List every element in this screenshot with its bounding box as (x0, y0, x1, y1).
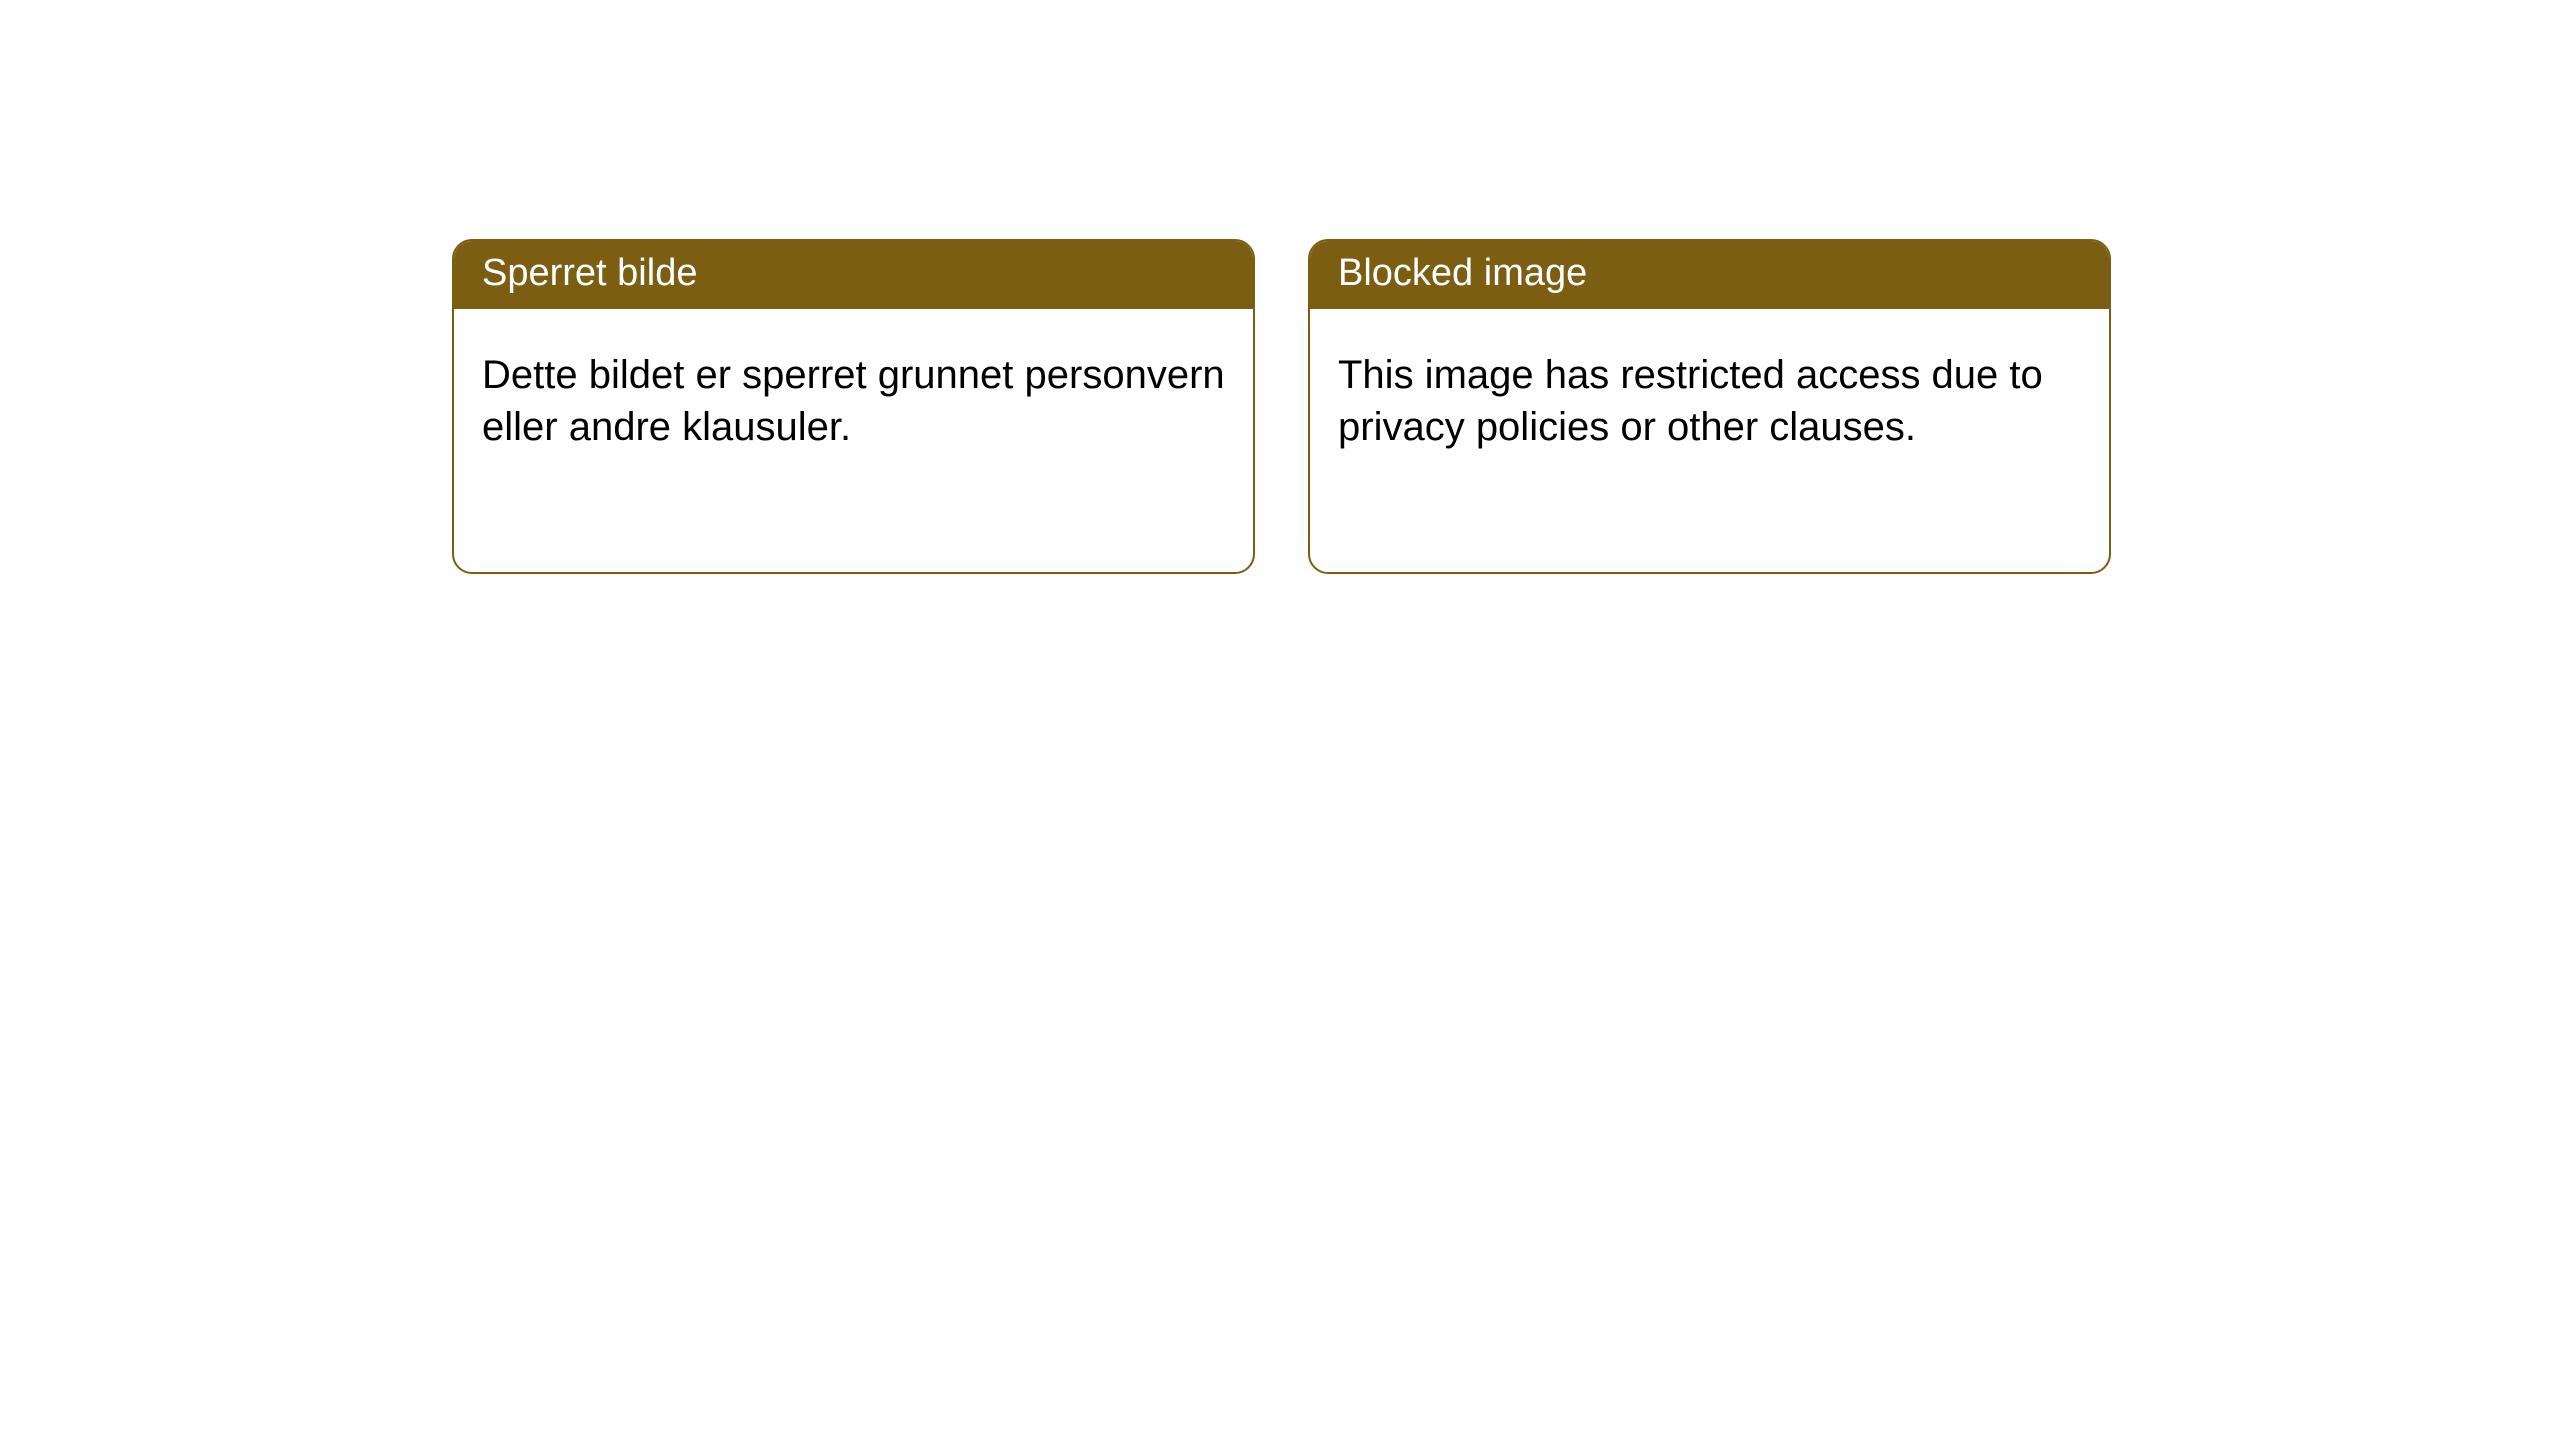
notice-header-english: Blocked image (1310, 241, 2109, 309)
notice-cards-container: Sperret bilde Dette bildet er sperret gr… (452, 239, 2560, 574)
notice-body-english: This image has restricted access due to … (1310, 309, 2109, 481)
notice-card-english: Blocked image This image has restricted … (1308, 239, 2111, 574)
notice-card-norwegian: Sperret bilde Dette bildet er sperret gr… (452, 239, 1255, 574)
notice-body-norwegian: Dette bildet er sperret grunnet personve… (454, 309, 1253, 481)
notice-header-norwegian: Sperret bilde (454, 241, 1253, 309)
